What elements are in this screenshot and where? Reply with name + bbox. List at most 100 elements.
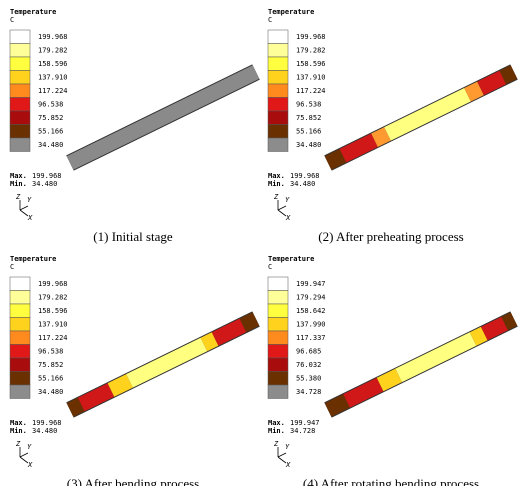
- legend-swatch: [268, 71, 288, 85]
- legend-swatch: [268, 57, 288, 71]
- panel: TemperatureC199.968179.282158.596137.910…: [268, 8, 514, 244]
- legend-swatch: [10, 372, 30, 386]
- rod-segment: [380, 375, 399, 384]
- legend-swatch: [268, 318, 288, 332]
- legend-level: 137.990: [296, 321, 326, 329]
- legend-swatch: [10, 57, 30, 71]
- rod-segment: [70, 72, 256, 163]
- axis-label: X: [285, 461, 291, 469]
- legend-level: 158.642: [296, 307, 326, 315]
- legend-swatch: [10, 304, 30, 318]
- legend-swatch: [10, 71, 30, 85]
- max-value: 199.947: [290, 419, 320, 427]
- legend-title: Temperature: [268, 8, 314, 16]
- min-value: 34.480: [32, 180, 57, 188]
- axis-label: Y: [27, 196, 32, 204]
- legend-level: 137.910: [38, 74, 68, 82]
- legend-swatch: [268, 44, 288, 58]
- legend-level: 117.337: [296, 334, 326, 342]
- legend-level: 55.166: [38, 128, 63, 136]
- max-label: Max.: [10, 419, 27, 427]
- figure-canvas: TemperatureC199.968179.282158.596137.910…: [0, 0, 526, 486]
- max-label: Max.: [268, 172, 285, 180]
- legend-swatch: [10, 331, 30, 345]
- rod-segment: [505, 319, 514, 324]
- legend-swatch: [10, 44, 30, 58]
- legend-title: Temperature: [10, 255, 56, 263]
- axis-label: Y: [27, 443, 32, 451]
- legend-level: 75.852: [296, 114, 321, 122]
- figure: TemperatureC199.968179.282158.596137.910…: [0, 0, 526, 486]
- caption: (4) After rotating bending process: [303, 476, 479, 486]
- legend-swatch: [268, 125, 288, 139]
- legend-swatch: [10, 84, 30, 98]
- legend-level: 179.282: [38, 47, 68, 55]
- legend-level: 179.294: [296, 294, 326, 302]
- legend-level: 34.728: [296, 388, 321, 396]
- legend-swatch: [268, 30, 288, 44]
- legend-swatch: [268, 291, 288, 305]
- legend-level: 96.538: [38, 101, 63, 109]
- legend-swatch: [268, 345, 288, 359]
- legend-swatch: [268, 111, 288, 125]
- caption: (2) After preheating process: [318, 229, 463, 244]
- legend-swatch: [268, 331, 288, 345]
- rod-segment: [481, 77, 503, 88]
- panel: TemperatureC199.968179.282158.596137.910…: [10, 255, 256, 486]
- legend-swatch: [10, 98, 30, 112]
- legend-swatch: [10, 345, 30, 359]
- legend-level: 34.480: [296, 141, 321, 149]
- legend-level: 55.380: [296, 375, 321, 383]
- legend-level: 76.032: [296, 361, 321, 369]
- legend-level: 75.852: [38, 114, 63, 122]
- max-value: 199.968: [32, 419, 62, 427]
- legend-swatch: [10, 30, 30, 44]
- max-label: Max.: [10, 172, 27, 180]
- legend-swatch: [268, 84, 288, 98]
- legend-swatch: [10, 385, 30, 399]
- legend-swatch: [268, 372, 288, 386]
- rod-segment: [70, 405, 81, 410]
- legend-level: 199.947: [296, 280, 326, 288]
- legend-level: 55.166: [296, 128, 321, 136]
- axis-label: Z: [15, 193, 21, 201]
- max-value: 199.968: [32, 172, 62, 180]
- legend-swatch: [268, 358, 288, 372]
- legend-level: 96.538: [296, 101, 321, 109]
- legend-level: 199.968: [38, 280, 68, 288]
- rod-segment: [343, 140, 375, 155]
- legend-swatch: [10, 111, 30, 125]
- axis-label: Y: [285, 443, 290, 451]
- rod-segment: [375, 134, 388, 140]
- caption: (1) Initial stage: [93, 229, 173, 244]
- legend-unit: C: [268, 263, 272, 271]
- rod-segment: [399, 339, 473, 375]
- max-label: Max.: [268, 419, 285, 427]
- axis-label: X: [27, 214, 33, 222]
- legend-swatch: [10, 125, 30, 139]
- panel: TemperatureC199.968179.282158.596137.910…: [10, 8, 256, 244]
- legend-swatch: [268, 277, 288, 291]
- legend-swatch: [268, 385, 288, 399]
- legend-level: 158.596: [296, 60, 326, 68]
- min-label: Min.: [268, 180, 285, 188]
- legend-level: 158.596: [38, 307, 68, 315]
- rod-segment: [130, 344, 204, 380]
- panel: TemperatureC199.947179.294158.642137.990…: [268, 255, 514, 486]
- legend-swatch: [10, 291, 30, 305]
- legend-level: 34.480: [38, 141, 63, 149]
- legend-level: 158.596: [38, 60, 68, 68]
- legend-level: 96.538: [38, 348, 63, 356]
- legend-level: 96.685: [296, 348, 321, 356]
- legend-unit: C: [10, 263, 14, 271]
- rod-segment: [347, 385, 380, 401]
- legend-level: 199.968: [38, 33, 68, 41]
- min-value: 34.480: [290, 180, 315, 188]
- legend-level: 179.282: [38, 294, 68, 302]
- legend-swatch: [10, 277, 30, 291]
- rod-segment: [204, 339, 215, 344]
- legend-swatch: [268, 304, 288, 318]
- rod-segment: [215, 325, 243, 339]
- rod-segment: [503, 72, 514, 77]
- legend-level: 34.480: [38, 388, 63, 396]
